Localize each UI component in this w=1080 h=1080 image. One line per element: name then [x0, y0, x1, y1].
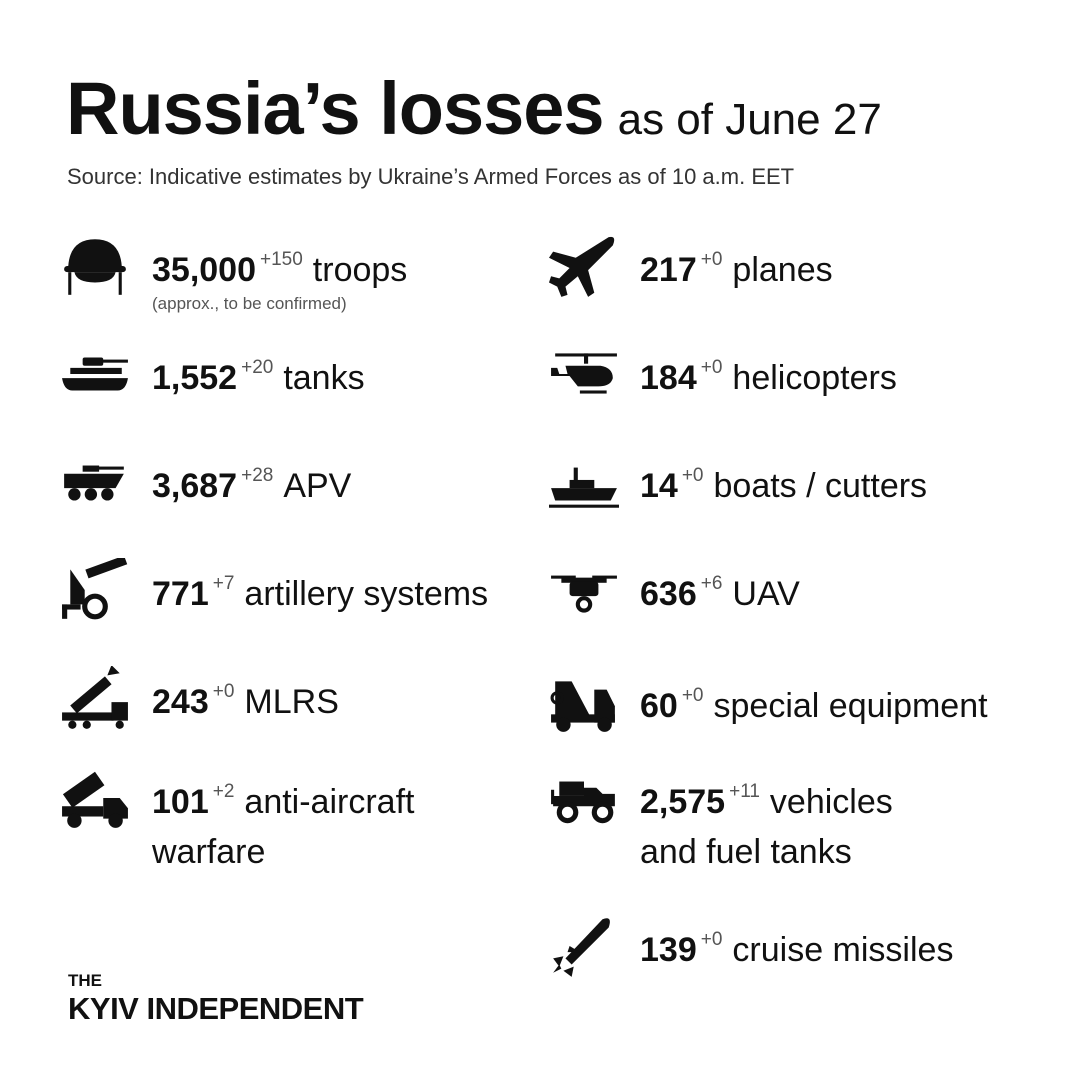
stat-text: 771 +7 artillery systems: [152, 572, 488, 622]
stat-delta: +0: [700, 929, 723, 950]
stat-label: APV: [283, 467, 352, 505]
stat-delta: +0: [681, 685, 704, 706]
logo-line1: THE: [68, 971, 102, 990]
stat-label: boats / cutters: [713, 467, 928, 505]
stat-label: planes: [732, 251, 833, 289]
stat-label: anti-aircraft: [244, 783, 415, 821]
stat-label: helicopters: [732, 359, 897, 397]
tank-icon: [62, 357, 128, 391]
stat-label: special equipment: [713, 687, 988, 725]
stat-delta: +0: [681, 465, 704, 486]
stat-text: 1,552 +20 tanks: [152, 356, 365, 406]
boat-icon: [549, 467, 619, 508]
stat-note: (approx., to be confirmed): [152, 294, 347, 313]
jeep-icon: [551, 781, 615, 824]
stat-delta: +0: [700, 357, 723, 378]
stat-text: 60 +0 special equipment: [640, 684, 988, 734]
stat-delta: +0: [212, 681, 235, 702]
stat-label: cruise missiles: [732, 931, 954, 969]
stat-delta: +28: [241, 465, 274, 486]
stat-value: 1,552: [152, 359, 238, 397]
stat-delta: +7: [212, 573, 235, 594]
stat-label: UAV: [732, 575, 800, 613]
page-title: Russia’s losses as of June 27: [66, 66, 882, 151]
stat-value: 184: [640, 359, 697, 397]
helicopter-icon: [551, 353, 617, 394]
stat-text: 139 +0 cruise missiles: [640, 928, 953, 978]
artillery-icon: [62, 558, 128, 620]
stat-text: 2,575 +11 vehicles and fuel tanks: [640, 780, 893, 874]
logo: THE KYIV INDEPENDENT: [68, 971, 364, 1026]
stat-label: tanks: [283, 359, 365, 397]
stat-delta: +150: [260, 249, 303, 270]
stat-label: MLRS: [244, 683, 339, 721]
stat-text: 35,000 +150 troops: [152, 248, 407, 298]
anti-aircraft-icon: [62, 771, 128, 828]
stat-value: 101: [152, 783, 209, 821]
helmet-icon: [64, 239, 126, 295]
drone-icon: [551, 575, 617, 613]
stat-value: 217: [640, 251, 697, 289]
stat-value: 771: [152, 575, 209, 613]
stat-text: 217 +0 planes: [640, 248, 833, 298]
stat-delta: +20: [241, 357, 274, 378]
stat-delta: +0: [700, 249, 723, 270]
stat-label: troops: [312, 251, 408, 289]
stat-delta: +11: [729, 781, 760, 802]
stat-value: 636: [640, 575, 697, 613]
stat-delta: +2: [212, 781, 235, 802]
stat-text: 243 +0 MLRS: [152, 680, 339, 730]
stat-text: 101 +2 anti-aircraft warfare: [152, 780, 414, 874]
mlrs-icon: [62, 666, 128, 729]
stat-text: 184 +0 helicopters: [640, 356, 897, 406]
stat-value: 139: [640, 931, 697, 969]
stat-delta: +6: [700, 573, 723, 594]
plane-icon: [549, 236, 615, 297]
missile-icon: [553, 918, 610, 977]
stat-label-line2: and fuel tanks: [640, 833, 852, 871]
stat-value: 243: [152, 683, 209, 721]
apv-icon: [64, 465, 124, 501]
stat-text: 3,687 +28 APV: [152, 464, 351, 514]
stat-text: 14 +0 boats / cutters: [640, 464, 927, 514]
stat-text: 636 +6 UAV: [640, 572, 800, 622]
title-main: Russia’s losses: [66, 67, 605, 150]
stat-label: vehicles: [769, 783, 893, 821]
stat-value: 60: [640, 687, 678, 725]
stat-value: 14: [640, 467, 678, 505]
title-date: as of June 27: [617, 95, 882, 144]
stat-value: 3,687: [152, 467, 238, 505]
stat-value: 2,575: [640, 783, 726, 821]
stat-label-line2: warfare: [152, 833, 266, 871]
source-note: Source: Indicative estimates by Ukraine’…: [67, 164, 795, 189]
stat-label: artillery systems: [244, 575, 489, 613]
stat-value: 35,000: [152, 251, 256, 289]
crane-truck-icon: [550, 681, 615, 732]
logo-line2: KYIV INDEPENDENT: [68, 991, 364, 1026]
